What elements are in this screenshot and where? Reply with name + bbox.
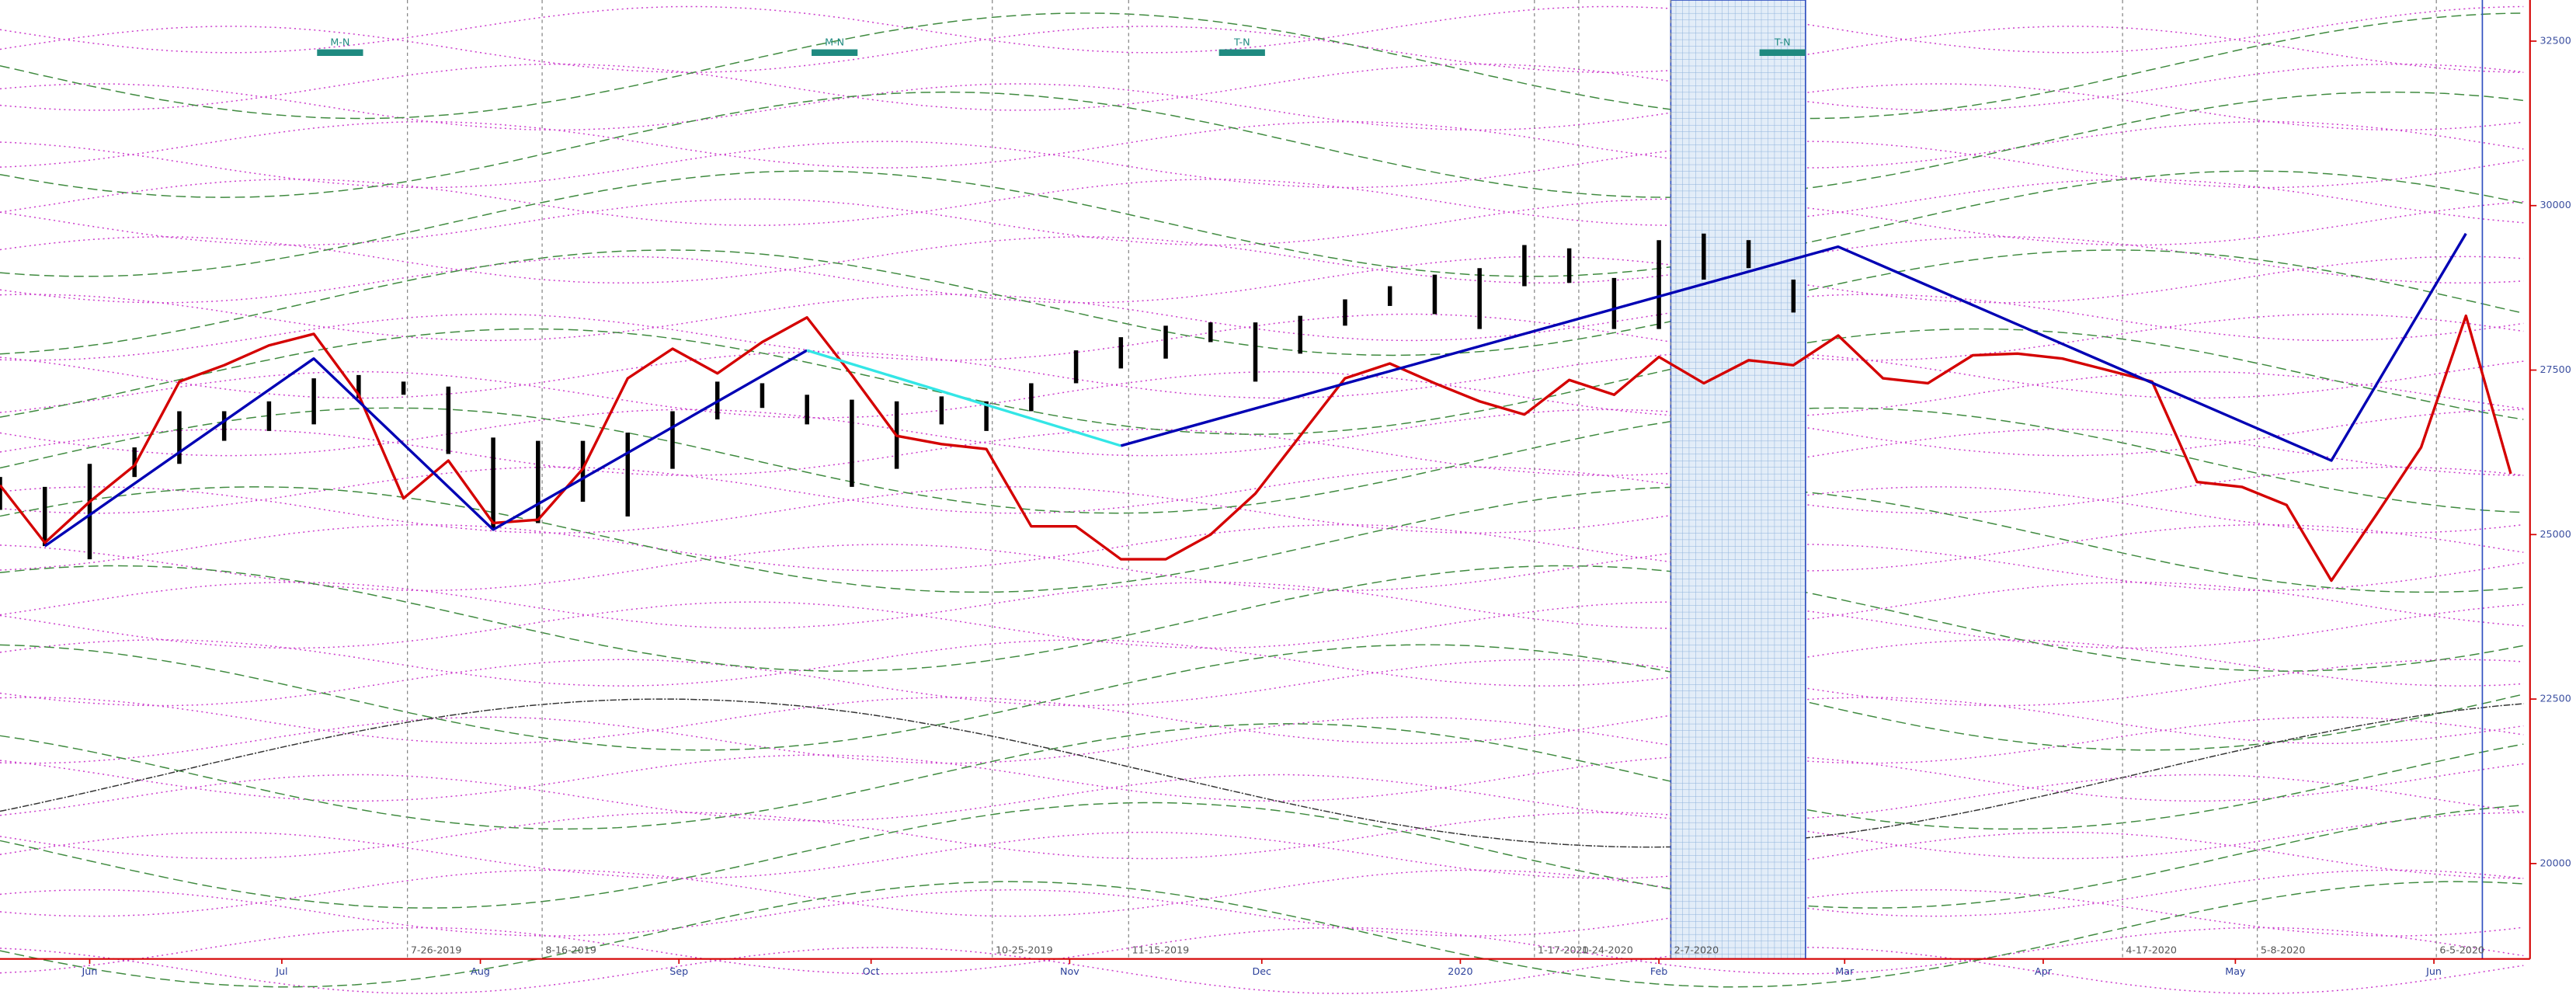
cycle-curve [0,91,2524,198]
x-tick-label: Jul [275,965,287,977]
phase-bar [317,49,363,57]
x-tick-label: Nov [1060,965,1079,977]
y-tick-label: 30000 [2539,199,2571,210]
phase-bar [812,49,858,57]
phase-label: M-N [330,37,349,48]
marker-label: 8-16-2019 [545,944,596,956]
cycle-curve [0,716,2524,764]
x-tick-label: Dec [1252,965,1271,977]
marker-label: 11-15-2019 [1132,944,1190,956]
x-tick-label: 2020 [1448,965,1472,977]
y-tick-label: 20000 [2539,857,2571,868]
x-tick-label: Aug [471,965,490,977]
x-tick-label: May [2225,965,2246,977]
y-tick-label: 27500 [2539,363,2571,375]
phase-label: T-N [1233,37,1250,48]
x-tick-label: Oct [863,965,880,977]
cycle-curves [0,5,2524,994]
x-tick-label: Sep [669,965,688,977]
cycle-curve [0,486,2524,534]
cycle-curve [0,659,2524,707]
cycle-curve [0,698,2524,848]
phase-label: M-N [825,37,844,48]
cycle-curve [0,12,2524,120]
cycle-curve [0,831,2524,879]
highlight-grid [1670,0,1806,960]
cycle-curve [0,697,2524,745]
cycle-curve [0,429,2524,476]
x-tick-label: Apr [2035,965,2053,977]
cycle-curve [0,409,2524,457]
phase-bar [1218,49,1265,57]
x-tick-label: Jun [82,965,98,977]
marker-label: 1-24-2020 [1582,944,1633,956]
marker-label: 7-26-2019 [411,944,462,956]
cycle-curve [0,407,2524,514]
cycle-curve [0,723,2524,830]
cycle-curve [0,170,2524,277]
cycle-curve [0,466,2524,514]
phase-label: T-N [1774,37,1791,48]
series-line [0,314,2512,582]
cycle-curve [0,889,2524,937]
series-line [43,349,808,548]
marker-label: 10-25-2019 [996,944,1053,956]
y-tick-label: 25000 [2539,528,2571,540]
cycle-curve [0,256,2524,304]
cycle-curve [0,565,2524,672]
cycle-curve [0,802,2524,909]
series-line [806,349,1121,447]
cycle-curve [0,249,2524,356]
x-tick-label: Feb [1650,965,1667,977]
phase-bar [1759,49,1806,57]
cycle-curve [0,812,2524,860]
cycle-curve [0,236,2524,284]
marker-label: 6-5-2020 [2439,944,2484,956]
cycle-curve [0,869,2524,917]
x-tick-label: Mar [1835,965,1855,977]
cycle-curve [0,26,2524,73]
marker-label: 1-17-2020 [1538,944,1589,956]
marker-label: 5-8-2020 [2261,944,2306,956]
cycle-curve [0,328,2524,435]
y-tick-label: 22500 [2539,693,2571,704]
cycle-curve [0,639,2524,687]
cycle-curve [0,881,2524,988]
cycle-curve [0,644,2524,751]
cycle-curve [0,486,2524,593]
cycle-curve [0,294,2524,342]
x-tick-label: Jun [2425,965,2442,977]
marker-label: 2-7-2020 [1674,944,1719,956]
cycle-curve [0,83,2524,131]
marker-label: 4-17-2020 [2126,944,2177,956]
cycle-curve [0,5,2524,54]
series-line [1120,232,2467,462]
y-tick-label: 32500 [2539,34,2571,46]
